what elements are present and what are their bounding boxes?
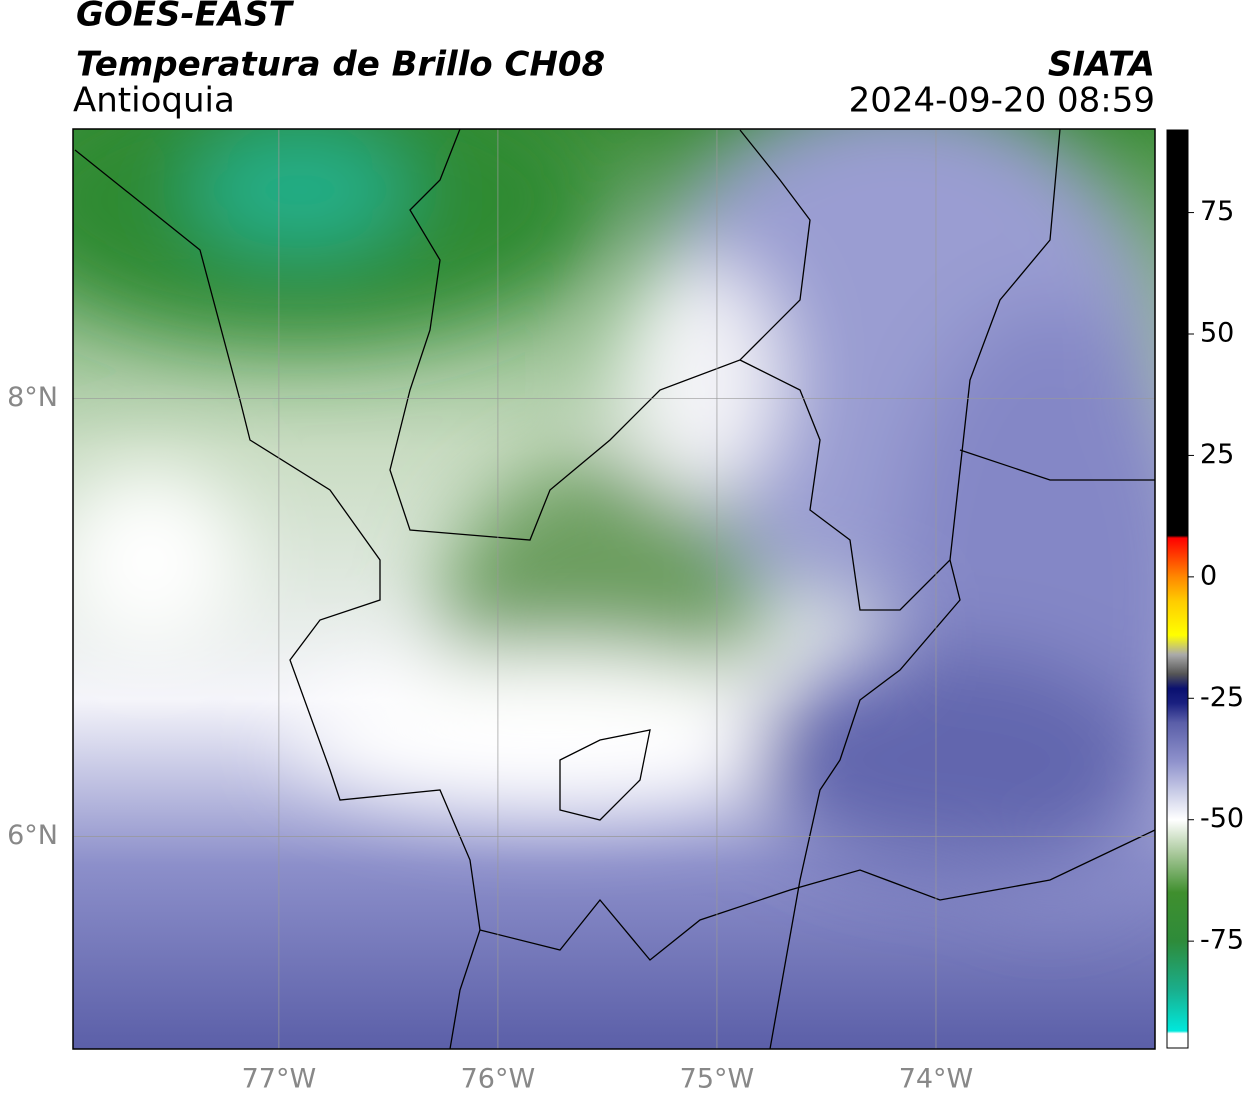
- map-frame: [72, 128, 1156, 1050]
- map-field: [73, 129, 1155, 1049]
- y-tick-label: 8°N: [7, 382, 58, 413]
- y-tick-label: 6°N: [7, 820, 58, 851]
- colorbar: [1166, 129, 1189, 1049]
- x-tick-label: 77°W: [242, 1064, 317, 1095]
- colorbar-tick-label: -50: [1200, 803, 1244, 834]
- colorbar-tick-label: 50: [1200, 318, 1234, 349]
- colorbar-tick-label: 75: [1200, 196, 1234, 227]
- colorbar-tick-label: 25: [1200, 439, 1234, 470]
- title: GOES-EAST: [76, 0, 295, 35]
- colorbar-tick-label: -75: [1200, 925, 1244, 956]
- datetime: 2024-09-20 08:59: [849, 81, 1155, 121]
- field-blobs: [73, 129, 1155, 900]
- grid: [73, 129, 1155, 1049]
- x-tick-label: 76°W: [461, 1064, 536, 1095]
- source: SIATA: [1048, 45, 1155, 85]
- x-tick-label: 75°W: [680, 1064, 755, 1095]
- colorbar-tick-label: 0: [1200, 560, 1217, 591]
- region: Antioquia: [73, 81, 235, 121]
- borders: [74, 129, 1155, 1049]
- colorbar-tick-label: -25: [1200, 682, 1244, 713]
- subtitle: Temperatura de Brillo CH08: [76, 45, 605, 85]
- x-tick-label: 74°W: [899, 1064, 974, 1095]
